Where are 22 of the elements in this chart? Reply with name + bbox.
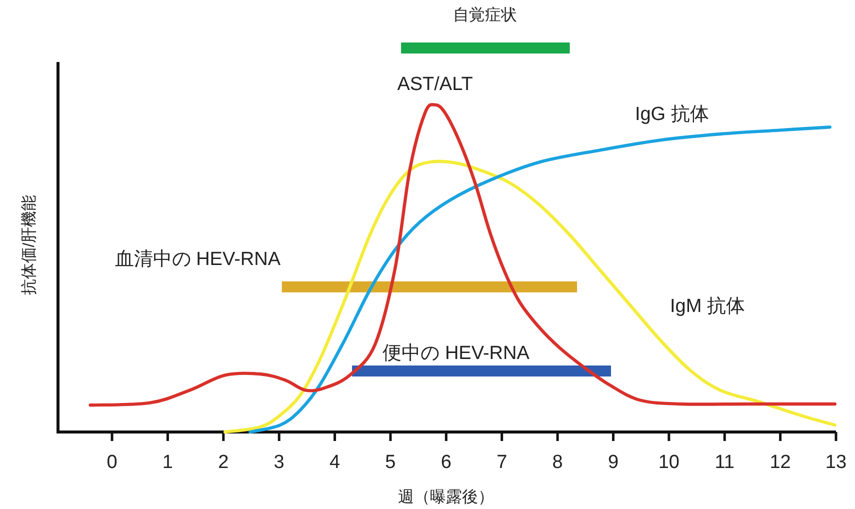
series-label: IgM 抗体 [670, 296, 745, 317]
x-tick-label: 1 [162, 452, 173, 473]
x-tick-label: 9 [608, 452, 619, 473]
x-tick-label: 0 [106, 452, 118, 473]
x-tick-label: 7 [496, 452, 508, 473]
x-tick-label: 6 [440, 452, 452, 473]
y-axis-title: 抗体価/肝機能 [20, 194, 38, 296]
x-tick-label: 8 [552, 452, 563, 473]
series-label: IgG 抗体 [634, 104, 709, 125]
x-tick-label: 10 [658, 452, 680, 473]
x-tick-label: 13 [825, 452, 847, 473]
x-tick-label: 2 [218, 452, 229, 473]
series-label: 自覚症状 [453, 6, 518, 24]
series-label: 血清中の HEV-RNA [114, 248, 281, 270]
x-tick-label: 11 [714, 452, 734, 473]
x-tick-label: 4 [329, 452, 340, 473]
x-tick-label: 3 [274, 452, 284, 473]
series-label: AST/ALT [397, 74, 474, 96]
x-axis-title: 週（曝露後） [398, 488, 494, 506]
x-tick-label: 12 [770, 452, 791, 473]
x-tick-label: 5 [385, 452, 396, 473]
series-label: 便中の HEV-RNA [382, 343, 530, 364]
